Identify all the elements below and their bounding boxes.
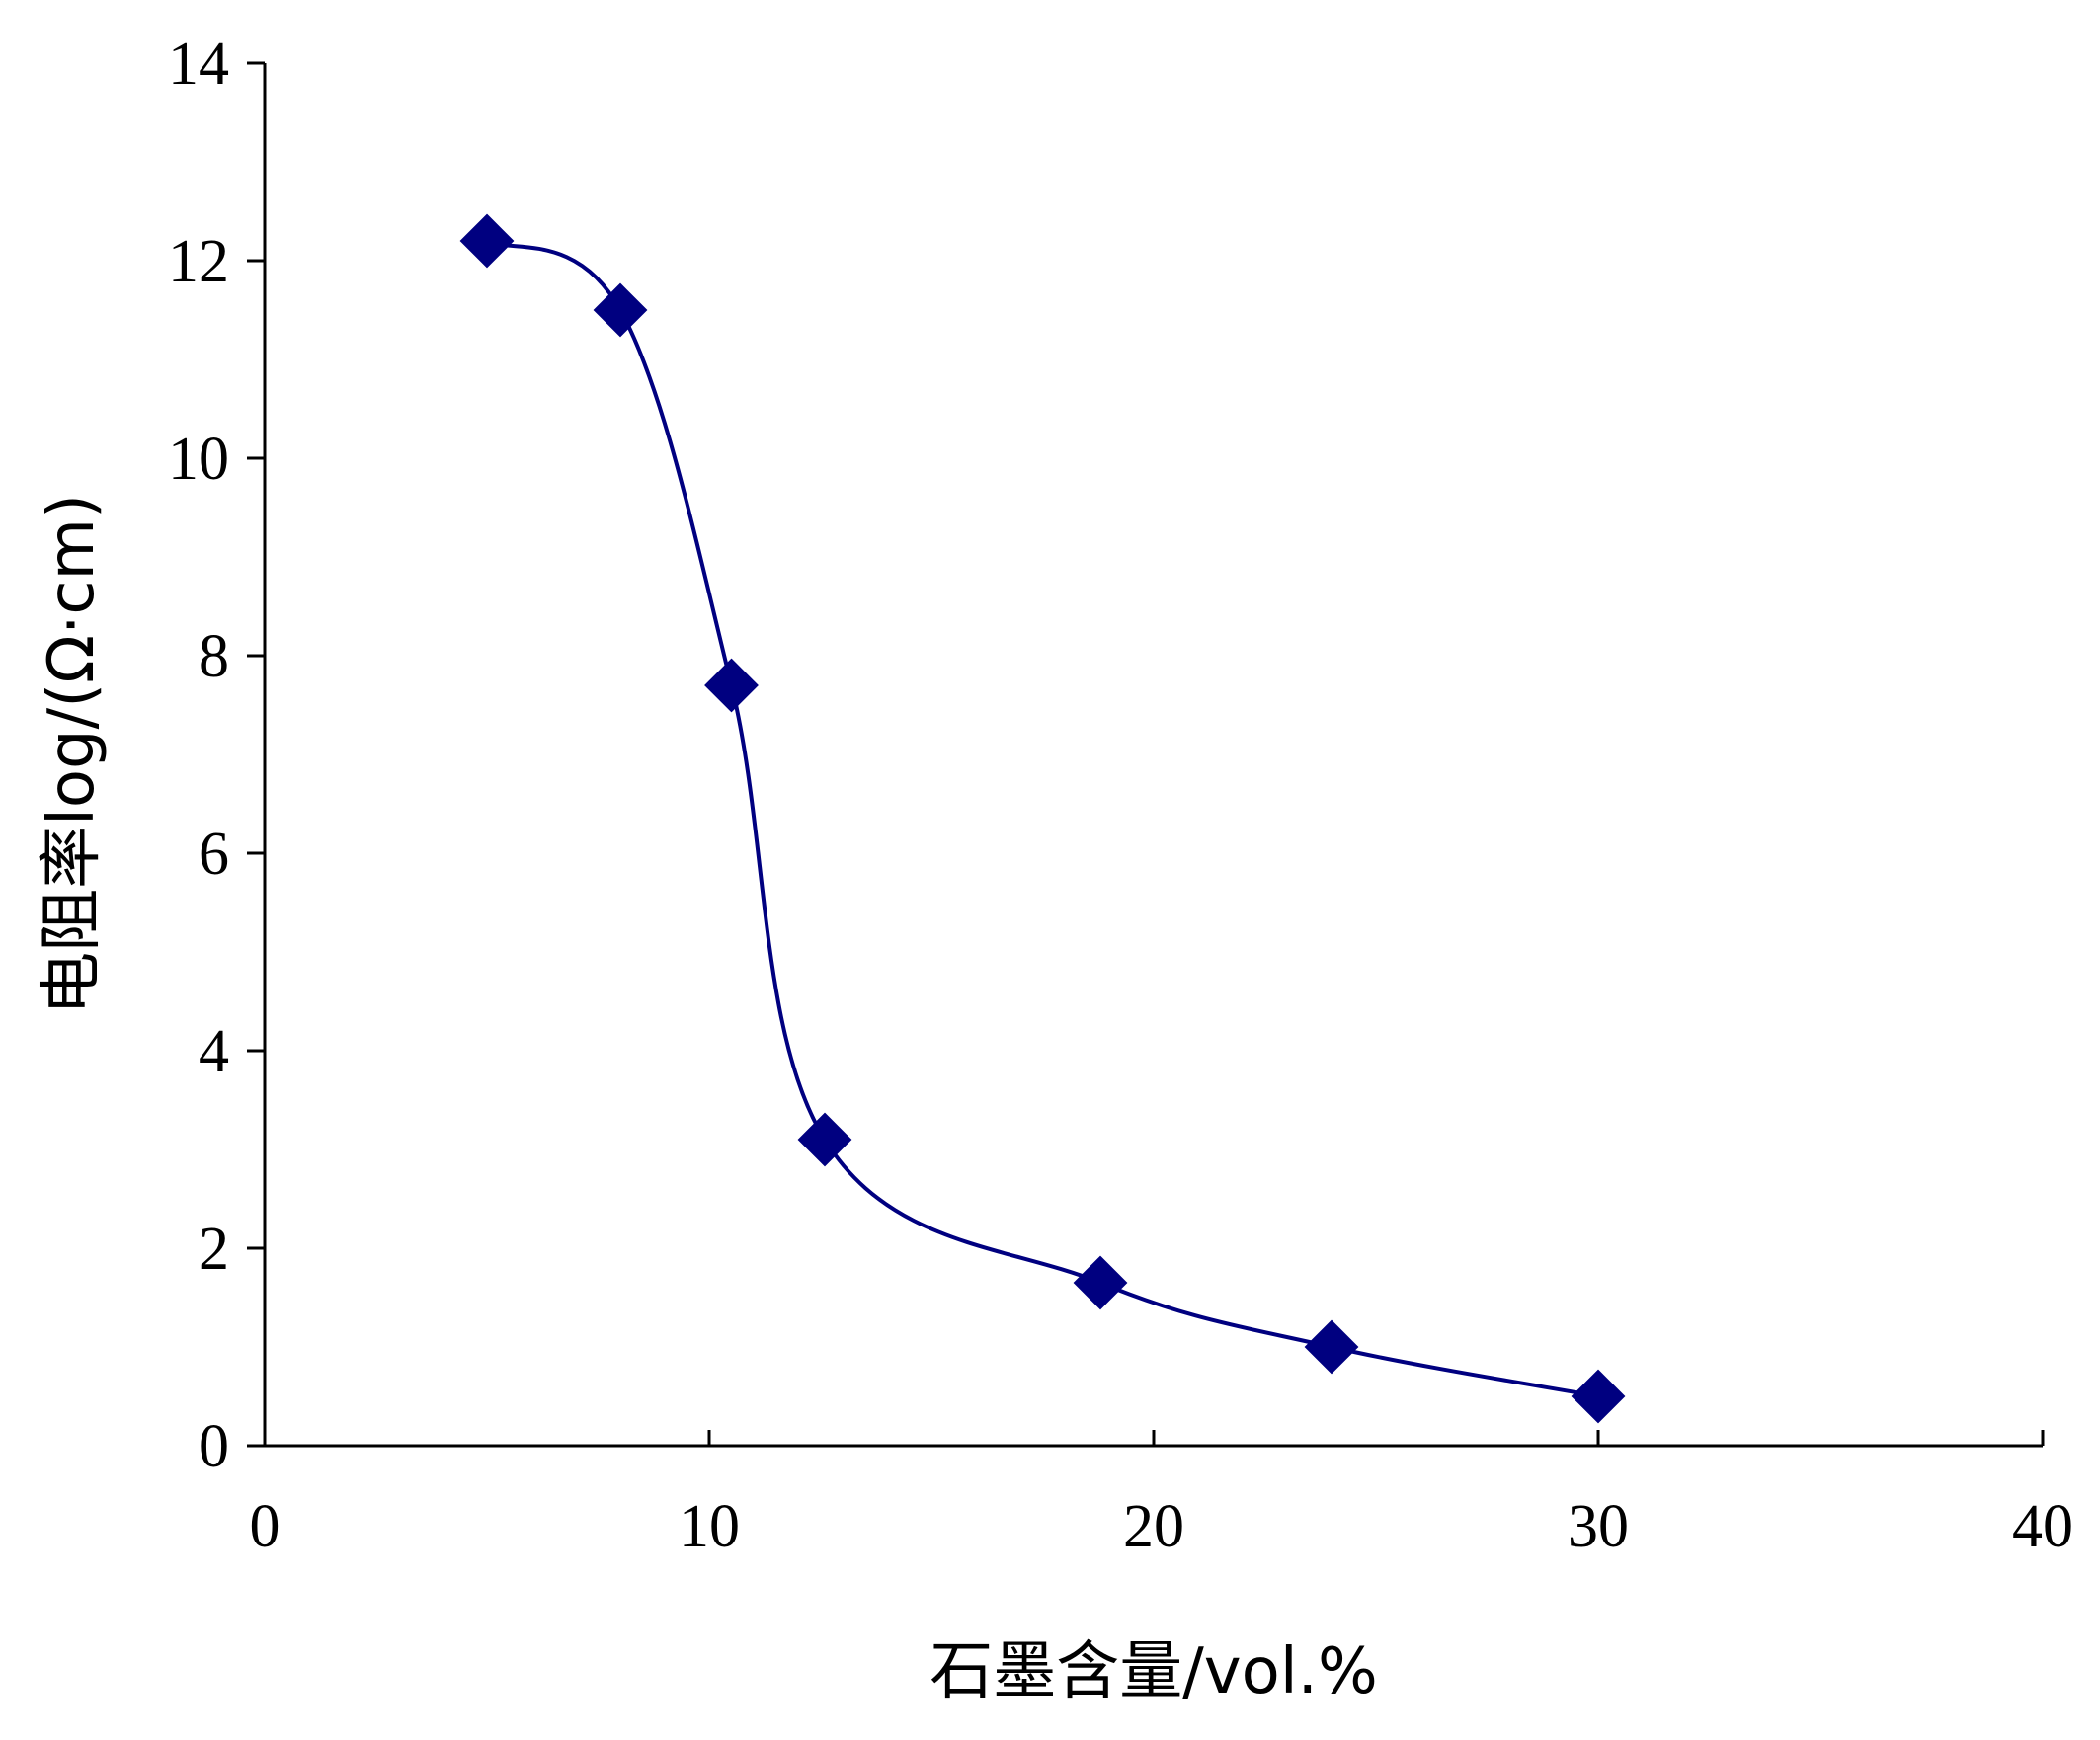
data-point-marker — [797, 1112, 852, 1167]
data-point-marker — [1571, 1369, 1626, 1424]
x-tick-label: 20 — [1123, 1493, 1184, 1560]
data-point-marker — [704, 658, 759, 713]
x-tick-label: 30 — [1568, 1493, 1629, 1560]
y-tick-label: 4 — [199, 1018, 229, 1085]
x-tick-label: 10 — [679, 1493, 740, 1560]
x-tick-label: 40 — [2012, 1493, 2073, 1560]
data-point-marker — [593, 282, 648, 338]
data-point-marker — [1073, 1255, 1128, 1310]
data-point-marker — [459, 213, 515, 269]
y-tick-label: 14 — [168, 31, 229, 98]
y-tick-label: 12 — [168, 228, 229, 295]
data-point-marker — [1304, 1319, 1359, 1375]
y-tick-label: 0 — [199, 1413, 229, 1480]
ticks: 0 2 4 6 8 10 12 14 0 10 20 30 40 — [168, 31, 2073, 1560]
series — [459, 213, 1626, 1424]
y-tick-label: 6 — [199, 821, 229, 888]
y-tick-label: 2 — [199, 1216, 229, 1283]
y-axis-title: 电阻率log/(Ω·cm) — [36, 494, 109, 1015]
x-tick-label: 0 — [250, 1493, 281, 1560]
axes — [263, 63, 2043, 1448]
y-tick-label: 10 — [168, 426, 229, 493]
x-axis-title: 石墨含量/vol.% — [929, 1635, 1378, 1708]
y-tick-label: 8 — [199, 623, 229, 690]
series-line — [486, 239, 1599, 1398]
